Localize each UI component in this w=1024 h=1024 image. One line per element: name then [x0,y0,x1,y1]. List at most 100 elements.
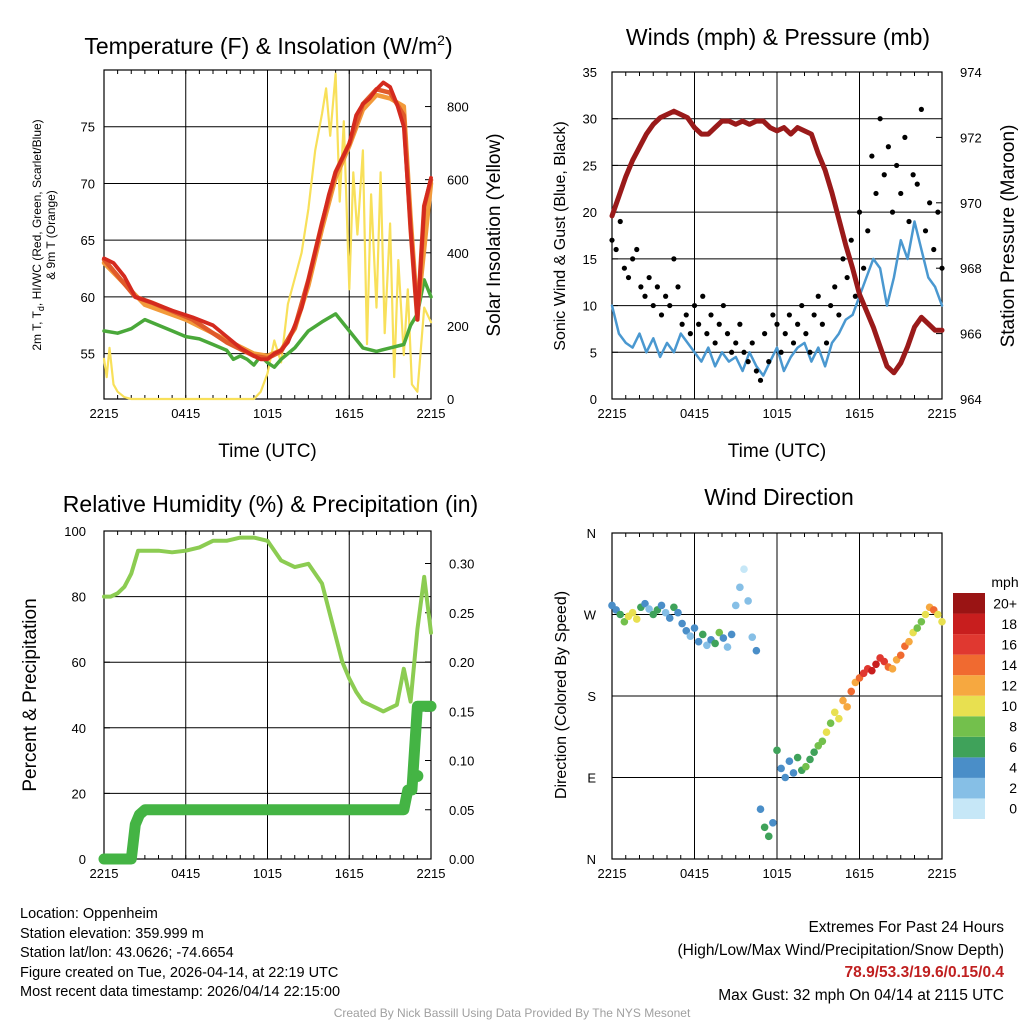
colorbar-swatch [953,757,985,778]
direction-point [682,627,691,635]
x-tick-label: 1615 [335,866,364,881]
gust-point [786,312,792,318]
direction-point [620,617,629,626]
gust-point [889,209,896,215]
y-right-tick-label: 0.25 [449,606,474,621]
y-right-tick-label: 600 [447,173,469,188]
2m-temperature-line [102,80,433,362]
direction-point [802,762,810,771]
gust-point [922,228,929,234]
direction-point [810,748,818,756]
y-right-axis-label: Solar Insolation (Yellow) [484,133,505,336]
colorbar-tick-label: 8 [1009,719,1017,735]
gust-point [766,359,772,365]
x-tick-label: 2215 [417,866,446,881]
y-tick-label: S [587,689,596,704]
y-tick-label: 25 [583,158,597,173]
direction-point [719,634,728,642]
meteogram-figure: 2215 0415 1015 1615 221555606570750200400600… [20,24,1019,881]
direction-point [657,601,666,610]
y-tick-label: 5 [590,345,597,360]
y-tick-label: N [587,852,596,867]
colorbar-tick-label: 2 [1009,780,1017,796]
y-right-tick-label: 0.05 [449,803,474,818]
direction-point [628,608,637,617]
colorbar-swatch [953,675,985,696]
gust-point [716,321,722,327]
chart-title: Wind Direction [704,484,854,510]
rh-chart: 2215 0415 1015 1615 2215 0 20 40 60 80 100 0.00 0.05… [20,491,478,881]
gust-point [634,246,640,253]
gust-point [757,377,764,383]
colorbar-label: mph [991,574,1018,590]
colorbar-swatch [953,695,985,717]
gust-point [782,331,788,337]
colorbar-swatch [953,634,985,655]
y-tick-label: 70 [81,176,95,191]
direction-point [678,619,686,628]
y-right-tick-label: 0.15 [449,704,474,719]
direction-point [690,624,699,632]
direction-point [752,646,761,655]
direction-point [822,728,831,737]
x-tick-label: 0415 [171,406,200,421]
y-right-tick-label: 800 [447,100,469,115]
gust-point [774,321,780,327]
y-right-tick-label: 972 [960,130,982,145]
colorbar-swatch [953,716,985,737]
colorbar-swatch [953,798,985,819]
direction-point [665,614,674,622]
direction-point [641,599,649,608]
dew-point-line [102,278,433,369]
direction-point [847,687,856,696]
direction-point [632,615,641,623]
colorbar-tick-label: 18 [1001,616,1017,632]
y-tick-label: 0 [590,392,597,407]
y-label-subscript: d [36,306,46,311]
gust-point [939,265,945,271]
x-tick-label: 1615 [845,866,874,881]
x-tick-label: 1015 [253,406,282,421]
gust-point [737,321,743,327]
gust-point [898,190,904,197]
gust-point [696,321,702,327]
direction-point [872,660,880,669]
direction-point [843,703,851,711]
y-tick-label: 30 [583,112,597,127]
insolation-line [102,72,433,401]
direction-point [938,617,946,626]
precipitation-line [98,700,437,865]
y-right-tick-label: 974 [960,65,982,80]
gust-point [799,302,805,309]
gust-point [869,153,875,159]
gust-point [902,134,908,140]
y-axis-label: Direction (Colored By Speed) [553,591,570,799]
direction-point [661,608,670,617]
credit-text: Created By Nick Bassill Using Data Provi… [333,1006,691,1020]
gust-point [906,218,912,225]
gust-point [642,293,648,299]
station-info: Location: Oppenheim Station elevation: 3… [20,905,340,1003]
gust-point [613,246,619,253]
y-tick-label: 40 [72,721,86,736]
y-tick-label: 60 [81,290,95,305]
gust-point [646,274,652,281]
colorbar-tick-label: 10 [1001,698,1017,714]
sonic-wind-line [610,220,944,377]
y-label-part: 2m T, T [30,310,44,350]
y-tick-label: 75 [81,120,95,135]
direction-point [905,637,913,646]
extremes-title: Extremes For Past 24 Hours [808,919,1004,936]
direction-point [896,651,905,660]
gust-point [861,265,867,271]
gust-point [832,284,838,290]
chart-title: Relative Humidity (%) & Precipitation (i… [63,491,478,517]
gust-point [795,321,801,327]
direction-point [880,657,889,666]
gust-point [840,256,846,262]
gust-point [811,312,817,318]
x-tick-label: 2215 [598,406,627,421]
gust-point [753,368,759,374]
direction-point [835,714,843,723]
colorbar-tick-label: 6 [1009,739,1017,755]
